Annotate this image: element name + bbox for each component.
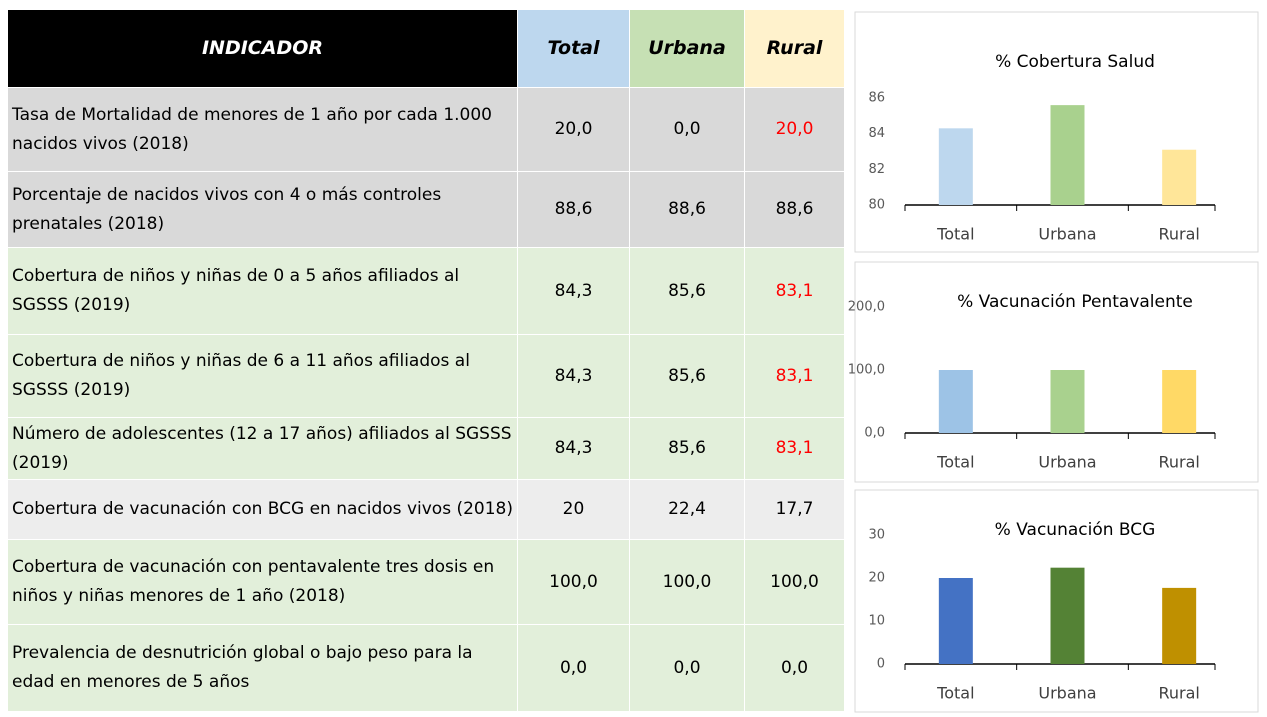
value-cell: 0,0 [630,88,745,172]
value-cell: 85,6 [630,418,745,480]
x-tick-label: Rural [1158,225,1199,244]
bar [938,370,973,433]
value-cell: 88,6 [745,172,845,248]
bar [1050,567,1085,664]
value-cell: 83,1 [745,248,845,335]
value-cell: 84,3 [518,418,630,480]
value-cell: 0,0 [745,625,845,712]
value-cell: 100,0 [518,540,630,625]
header-cell: INDICADOR [8,10,518,88]
y-tick-label: 30 [868,528,885,543]
x-tick-label: Urbana [1038,453,1096,472]
row-label: Cobertura de niños y niñas de 6 a 11 año… [8,335,518,418]
x-tick-label: Rural [1158,453,1199,472]
value-cell: 85,6 [630,335,745,418]
x-tick-label: Rural [1158,684,1199,703]
value-cell: 100,0 [630,540,745,625]
value-cell: 20 [518,480,630,540]
value-cell: 20,0 [518,88,630,172]
y-tick-label: 86 [868,91,885,106]
y-tick-label: 84 [868,126,885,141]
value-cell: 88,6 [518,172,630,248]
x-tick-label: Total [936,684,974,703]
header-cell: Total [518,10,630,88]
value-cell: 20,0 [745,88,845,172]
header-cell: Rural [745,10,845,88]
value-cell: 17,7 [745,480,845,540]
y-tick-label: 80 [868,198,885,213]
y-tick-label: 10 [868,614,885,629]
row-label: Tasa de Mortalidad de menores de 1 año p… [8,88,518,172]
bar [938,128,973,205]
value-cell: 83,1 [745,418,845,480]
y-tick-label: 82 [868,162,885,177]
value-cell: 88,6 [630,172,745,248]
value-cell: 83,1 [745,335,845,418]
bar [1162,370,1197,433]
bar [1162,587,1197,664]
header-cell: Urbana [630,10,745,88]
bar [1050,370,1085,433]
chart-title: % Vacunación BCG [995,520,1156,540]
y-tick-label: 200,0 [848,300,885,315]
row-label: Número de adolescentes (12 a 17 años) af… [8,418,518,480]
row-label: Prevalencia de desnutrición global o baj… [8,625,518,712]
value-cell: 100,0 [745,540,845,625]
chart-title: % Cobertura Salud [995,52,1155,72]
value-cell: 84,3 [518,248,630,335]
y-tick-label: 20 [868,571,885,586]
row-label: Cobertura de niños y niñas de 0 a 5 años… [8,248,518,335]
x-tick-label: Total [936,225,974,244]
row-label: Porcentaje de nacidos vivos con 4 o más … [8,172,518,248]
value-cell: 22,4 [630,480,745,540]
bar [1162,149,1197,205]
x-tick-label: Urbana [1038,684,1096,703]
value-cell: 0,0 [518,625,630,712]
y-tick-label: 0 [877,657,885,672]
bar [938,578,973,664]
value-cell: 84,3 [518,335,630,418]
value-cell: 85,6 [630,248,745,335]
bar [1050,105,1085,205]
row-label: Cobertura de vacunación con pentavalente… [8,540,518,625]
value-cell: 0,0 [630,625,745,712]
y-tick-label: 0,0 [864,426,885,441]
x-tick-label: Total [936,453,974,472]
row-label: Cobertura de vacunación con BCG en nacid… [8,480,518,540]
y-tick-label: 100,0 [848,363,885,378]
x-tick-label: Urbana [1038,225,1096,244]
chart-title: % Vacunación Pentavalente [957,292,1193,312]
